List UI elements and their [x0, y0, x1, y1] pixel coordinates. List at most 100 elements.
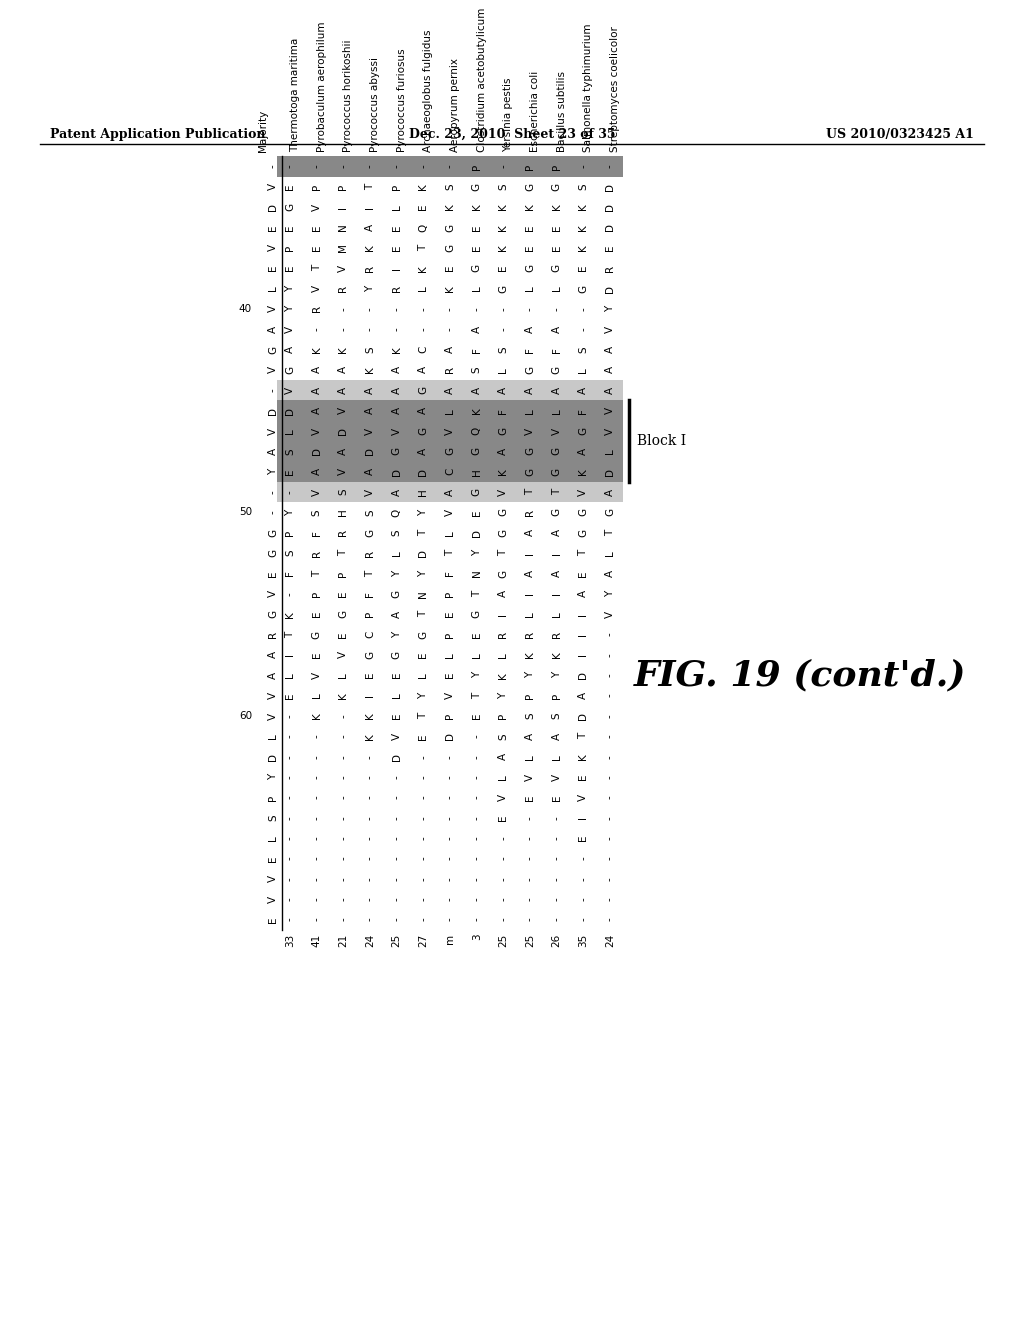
Text: F: F [472, 347, 481, 352]
Text: S: S [311, 510, 322, 516]
Text: A: A [525, 326, 535, 333]
Text: Q: Q [472, 426, 481, 436]
Text: K: K [525, 203, 535, 210]
Text: G: G [285, 366, 295, 374]
Text: -: - [419, 775, 428, 779]
Text: G: G [499, 569, 508, 578]
Text: T: T [472, 591, 481, 597]
Text: S: S [499, 183, 508, 190]
Text: -: - [472, 755, 481, 759]
Text: I: I [285, 653, 295, 656]
Text: E: E [311, 611, 322, 618]
Text: L: L [552, 754, 562, 759]
Text: -: - [472, 898, 481, 902]
Text: D: D [419, 467, 428, 475]
Text: L: L [499, 774, 508, 780]
Text: -: - [605, 775, 615, 779]
Text: Escherichia coli: Escherichia coli [530, 71, 540, 152]
Text: A: A [365, 407, 375, 414]
Text: -: - [365, 857, 375, 861]
Text: V: V [311, 285, 322, 292]
Text: D: D [268, 752, 278, 760]
Text: -: - [579, 165, 589, 168]
Text: G: G [268, 346, 278, 354]
Text: L: L [338, 672, 348, 678]
Text: 3: 3 [472, 933, 481, 940]
Text: G: G [419, 426, 428, 436]
Text: A: A [419, 447, 428, 455]
Text: V: V [311, 203, 322, 211]
Text: -: - [499, 876, 508, 880]
Text: L: L [268, 734, 278, 739]
Text: R: R [391, 285, 401, 292]
Text: -: - [499, 898, 508, 902]
Text: G: G [445, 447, 455, 455]
Text: V: V [552, 428, 562, 434]
Text: -: - [419, 917, 428, 921]
Text: E: E [391, 224, 401, 231]
Text: G: G [391, 447, 401, 455]
Text: A: A [311, 407, 322, 414]
Text: -: - [419, 876, 428, 880]
Text: E: E [525, 224, 535, 231]
Text: A: A [445, 387, 455, 393]
Text: L: L [605, 550, 615, 556]
Text: K: K [552, 203, 562, 210]
Text: P: P [552, 693, 562, 698]
Text: -: - [285, 917, 295, 921]
Text: G: G [552, 182, 562, 191]
Text: C: C [419, 346, 428, 354]
Text: V: V [268, 244, 278, 251]
Text: -: - [552, 898, 562, 902]
Text: E: E [338, 631, 348, 638]
Text: K: K [285, 611, 295, 618]
Text: A: A [579, 447, 589, 455]
Text: E: E [472, 510, 481, 516]
Text: T: T [419, 713, 428, 719]
Text: V: V [268, 692, 278, 700]
Text: -: - [552, 816, 562, 820]
Text: T: T [419, 611, 428, 618]
Text: E: E [605, 244, 615, 251]
Text: V: V [311, 488, 322, 495]
Text: V: V [268, 367, 278, 374]
Text: V: V [311, 672, 322, 678]
Text: E: E [419, 733, 428, 739]
Text: K: K [445, 203, 455, 210]
Text: A: A [419, 407, 428, 414]
Text: -: - [445, 816, 455, 820]
Text: L: L [472, 285, 481, 292]
Text: P: P [311, 183, 322, 190]
Text: G: G [445, 244, 455, 252]
Text: -: - [605, 898, 615, 902]
Text: K: K [579, 244, 589, 251]
Text: T: T [365, 183, 375, 190]
Text: P: P [525, 693, 535, 698]
Text: -: - [605, 165, 615, 168]
Text: T: T [552, 488, 562, 495]
Text: E: E [391, 244, 401, 251]
Text: -: - [365, 876, 375, 880]
Text: -: - [605, 694, 615, 697]
Text: P: P [445, 591, 455, 597]
Text: A: A [268, 326, 278, 333]
Text: -: - [472, 775, 481, 779]
Text: V: V [445, 692, 455, 700]
Text: -: - [445, 165, 455, 168]
Text: 40: 40 [239, 304, 252, 314]
Text: Q: Q [419, 223, 428, 231]
Text: -: - [311, 796, 322, 799]
Text: A: A [445, 488, 455, 495]
Text: L: L [499, 652, 508, 657]
Text: T: T [579, 733, 589, 739]
Text: L: L [472, 652, 481, 657]
Text: A: A [499, 447, 508, 455]
Text: D: D [605, 285, 615, 293]
Text: A: A [499, 387, 508, 393]
Text: -: - [525, 876, 535, 880]
Text: Y: Y [419, 510, 428, 516]
Text: -: - [472, 876, 481, 880]
Text: H: H [419, 488, 428, 496]
Text: V: V [311, 428, 322, 434]
Text: D: D [605, 467, 615, 475]
